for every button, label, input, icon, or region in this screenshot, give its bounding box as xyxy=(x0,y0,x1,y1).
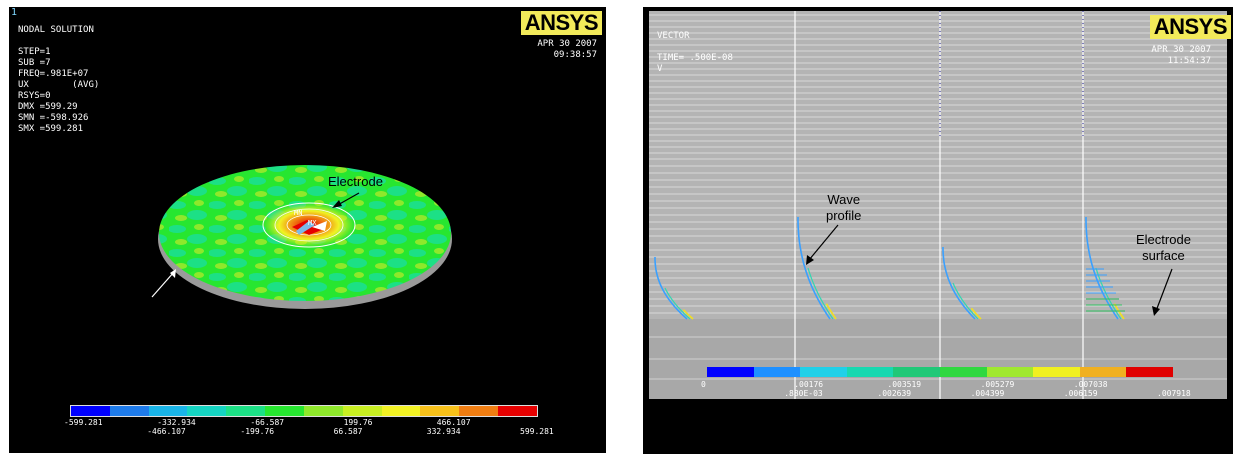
info-line: SUB =7 xyxy=(18,58,51,68)
legend-swatch xyxy=(498,406,537,416)
wave-profile xyxy=(825,303,837,320)
min-label: MN xyxy=(294,209,303,217)
legend-tick-label: 66.587 xyxy=(333,427,363,436)
wave-profile xyxy=(1085,217,1119,320)
color-legend-bar xyxy=(707,367,1173,377)
vector-info-block: VECTOR TIME= .500E-08 V xyxy=(657,31,733,75)
legend-swatch xyxy=(187,406,227,416)
legend-swatch xyxy=(420,406,460,416)
info-line: DMX =599.29 xyxy=(18,102,78,112)
legend-tick-label: 466.107 xyxy=(436,418,471,427)
wave-profile xyxy=(807,267,834,320)
legend-tick-label: 199.76 xyxy=(343,418,373,427)
legend-tick-label: .880E-03 xyxy=(784,389,823,398)
legend-swatch xyxy=(1079,367,1127,377)
legend-swatch xyxy=(265,406,304,416)
legend-swatch xyxy=(846,367,894,377)
legend-tick-label: .00176 xyxy=(794,380,824,389)
ansys-logo: ANSYS xyxy=(1149,15,1231,39)
legend-tick-label: .007918 xyxy=(1157,389,1191,398)
nodal-solution-plot: 1 NODAL SOLUTION STEP=1 SUB =7 FREQ=.981E+… xyxy=(9,7,606,453)
vector-field-graphic xyxy=(649,11,1227,399)
info-line: STEP=1 xyxy=(18,47,51,57)
time: 11:54:37 xyxy=(1167,56,1211,66)
legend-tick-label: 599.281 xyxy=(520,427,554,436)
info-line: SMX =599.281 xyxy=(18,124,84,134)
info-line: NODAL SOLUTION xyxy=(18,25,94,35)
legend-swatch xyxy=(71,406,110,416)
window-number: 1 xyxy=(11,7,18,18)
info-line: RSYS=0 xyxy=(18,91,51,101)
wave-profile xyxy=(952,282,979,320)
date: APR 30 2007 xyxy=(1151,45,1211,55)
date-time: APR 30 2007 09:38:57 xyxy=(537,39,597,61)
wave-profile xyxy=(970,307,982,320)
legend-swatch xyxy=(939,367,987,377)
legend-tick-label: .002639 xyxy=(877,389,912,398)
legend-swatch xyxy=(1033,367,1080,377)
legend-swatch xyxy=(800,367,847,377)
legend-tick-label: .004399 xyxy=(970,389,1005,398)
legend-tick-label: .003519 xyxy=(887,380,922,389)
wave-profile xyxy=(664,287,691,320)
legend-tick-label: -332.934 xyxy=(157,418,196,427)
wave-profile-annotation: Wave profile xyxy=(826,192,862,223)
quartz-blank-annotation: Quartz blank xyxy=(131,297,171,328)
legend-swatch xyxy=(342,406,382,416)
info-line: UX (AVG) xyxy=(18,80,100,90)
annotation-arrow xyxy=(1155,268,1173,312)
legend-swatch xyxy=(226,406,266,416)
wave-profile xyxy=(942,247,976,320)
legend-swatch xyxy=(303,406,343,416)
max-label: MX xyxy=(308,219,317,227)
info-line: V xyxy=(657,64,663,74)
vector-plot: VECTOR TIME= .500E-08 V ANSYS APR 30 2007… xyxy=(643,7,1233,401)
legend-swatch xyxy=(1126,367,1173,377)
legend-swatch xyxy=(459,406,499,416)
annotation-arrow-head xyxy=(1152,306,1160,316)
info-line: VECTOR xyxy=(657,31,690,41)
annotation-arrow-head xyxy=(806,255,814,265)
legend-swatch xyxy=(986,367,1034,377)
legend-tick-label: -599.281 xyxy=(64,418,103,427)
legend-tick-label: .006159 xyxy=(1063,389,1098,398)
electrode-surface-annotation: Electrode surface xyxy=(1136,232,1191,263)
legend-swatch xyxy=(381,406,421,416)
legend-swatch xyxy=(148,406,188,416)
legend-tick-label: .007038 xyxy=(1073,380,1108,389)
date-time: APR 30 2007 11:54:37 xyxy=(1151,45,1211,67)
legend-swatch xyxy=(893,367,940,377)
legend-tick-label: .005279 xyxy=(980,380,1015,389)
annotation-arrow xyxy=(808,224,839,261)
legend-swatch xyxy=(753,367,801,377)
solution-info-block: NODAL SOLUTION STEP=1 SUB =7 FREQ=.981E+07… xyxy=(18,25,99,135)
info-line: FREQ=.981E+07 xyxy=(18,69,89,79)
time: 09:38:57 xyxy=(553,50,597,60)
wave-profile xyxy=(654,257,688,320)
electrode-annotation: Electrode xyxy=(328,174,383,189)
legend-swatch xyxy=(109,406,149,416)
wave-profile xyxy=(682,309,694,320)
info-line: SMN =-598.926 xyxy=(18,113,89,123)
vector-plot-footer xyxy=(643,401,1233,454)
legend-tick-label: 0 xyxy=(701,380,706,389)
ansys-logo: ANSYS xyxy=(520,11,602,35)
legend-tick-label: -466.107 xyxy=(147,427,186,436)
wave-profile xyxy=(797,217,831,320)
legend-tick-label: 332.934 xyxy=(426,427,461,436)
info-line: TIME= .500E-08 xyxy=(657,53,733,63)
date: APR 30 2007 xyxy=(537,39,597,49)
legend-tick-label: -199.76 xyxy=(240,427,275,436)
legend-tick-label: -66.587 xyxy=(250,418,285,427)
quartz-disk-contour xyxy=(158,165,452,309)
legend-swatch xyxy=(707,367,754,377)
info-line xyxy=(657,42,733,53)
color-legend-bar xyxy=(70,405,538,417)
